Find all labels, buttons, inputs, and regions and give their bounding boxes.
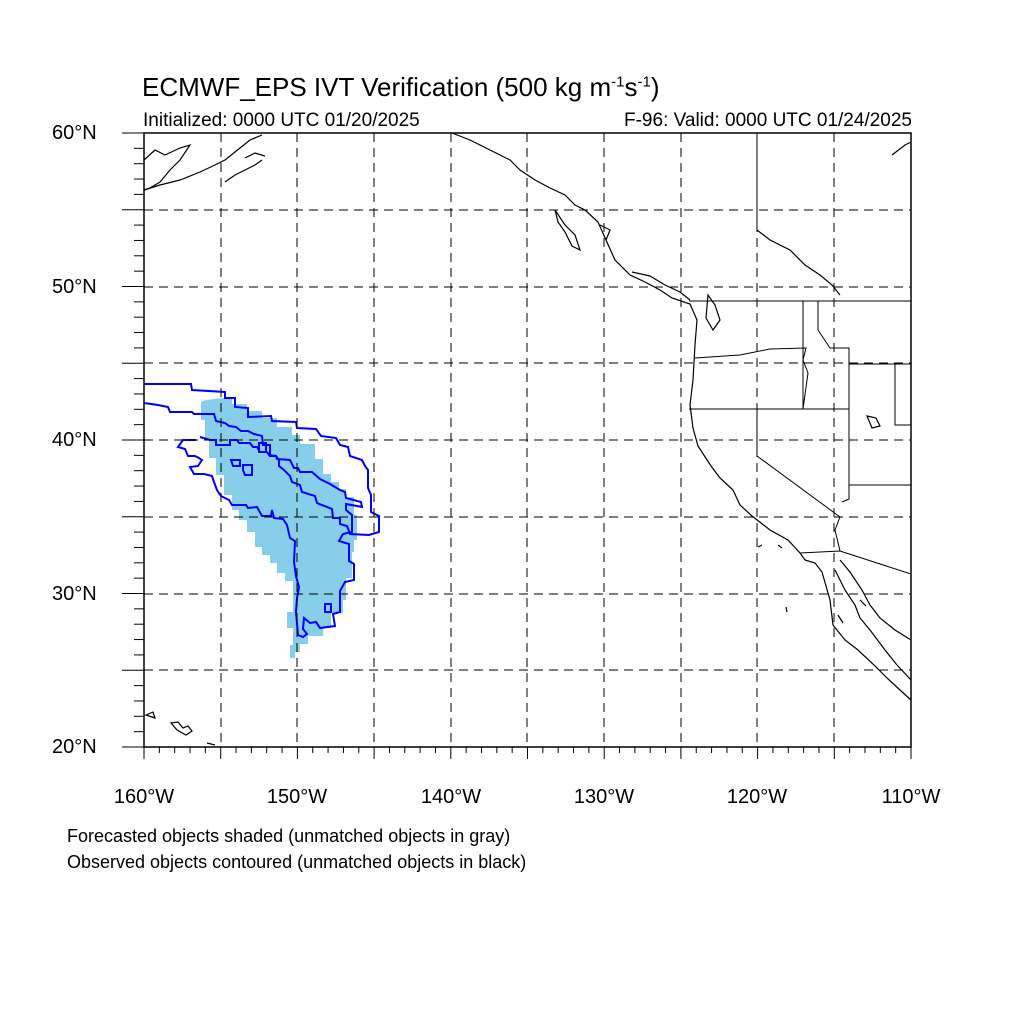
initialized-time: Initialized: 0000 UTC 01/20/2025 — [143, 110, 420, 131]
lon-label-110w: 110°W — [881, 786, 941, 808]
coastlines — [143, 132, 912, 746]
lat-label-40n: 40°N — [52, 429, 97, 451]
observed-note: Observed objects contoured (unmatched ob… — [67, 852, 527, 872]
lat-lon-grid — [144, 133, 911, 747]
lon-label-150w: 150°W — [266, 786, 328, 808]
forecast-note: Forecasted objects shaded (unmatched obj… — [67, 826, 511, 846]
lat-label-50n: 50°N — [52, 276, 97, 298]
lat-label-20n: 20°N — [52, 736, 97, 758]
valid-time: F-96: Valid: 0000 UTC 01/24/2025 — [624, 110, 912, 131]
observed-contours — [143, 383, 380, 639]
lon-label-120w: 120°W — [726, 786, 788, 808]
lon-label-140w: 140°W — [420, 786, 482, 808]
axis-ticks — [122, 132, 912, 759]
lon-label-130w: 130°W — [573, 786, 635, 808]
lat-label-30n: 30°N — [52, 583, 97, 605]
political-borders — [689, 133, 912, 575]
map-title: ECMWF_EPS IVT Verification (500 kg m-1s-… — [142, 72, 660, 102]
lat-label-60n: 60°N — [52, 122, 97, 144]
lon-label-160w: 160°W — [113, 786, 175, 808]
